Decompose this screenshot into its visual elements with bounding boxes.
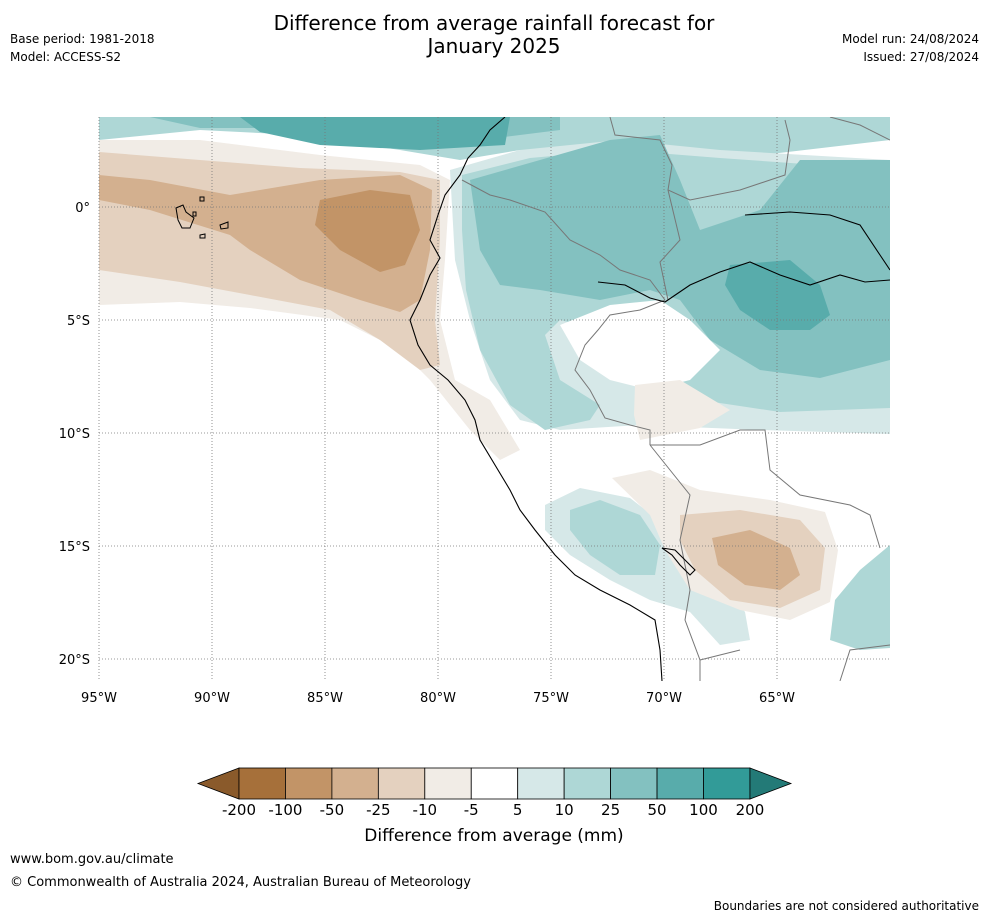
- title-line-1: Difference from average rainfall forecas…: [273, 11, 715, 35]
- dry-hole-central: [560, 300, 720, 390]
- island-santiago: [199, 196, 205, 202]
- colorbar-segment: [238, 767, 286, 800]
- colorbar-segment: [563, 767, 612, 800]
- border-colombia-peru-brazil: [659, 189, 681, 301]
- issued-date: Issued: 27/08/2024: [863, 50, 979, 64]
- colorbar: [196, 767, 793, 800]
- meta-left: Base period: 1981-2018 Model: ACCESS-S2: [10, 32, 155, 68]
- latitude-labels: 0° 5°S 10°S 15°S 20°S: [59, 201, 90, 668]
- lat-label: 20°S: [59, 653, 90, 668]
- river-negro: [744, 211, 890, 271]
- border-peru-bolivia: [649, 444, 691, 591]
- colorbar-tick-label: -5: [463, 801, 479, 819]
- lake-titicaca: [661, 547, 696, 576]
- border-colombia-venezuela: [609, 117, 791, 201]
- colorbar-segment: [470, 767, 519, 800]
- dry-south-25: [712, 530, 800, 590]
- lon-label: 65°W: [759, 691, 795, 706]
- lon-label: 75°W: [533, 691, 569, 706]
- lat-label: 15°S: [59, 540, 90, 555]
- country-borders: [461, 117, 890, 681]
- colorbar-segment: [703, 767, 751, 800]
- galapagos-islands: [175, 196, 229, 239]
- colorbar-tick-label: 25: [601, 801, 621, 819]
- colorbar-segment: [517, 767, 565, 800]
- colorbar-tick-label: 200: [735, 801, 765, 819]
- coastlines: [409, 117, 890, 681]
- base-period: Base period: 1981-2018: [10, 32, 155, 46]
- island-san-cristobal: [199, 233, 206, 239]
- colorbar-under-arrow: [196, 767, 240, 800]
- boundaries-disclaimer: Boundaries are not considered authoritat…: [713, 899, 979, 913]
- model-name: Model: ACCESS-S2: [10, 50, 122, 64]
- border-peru-brazil: [574, 299, 666, 445]
- border-bolivia-chile: [684, 589, 701, 681]
- model-run: Model run: 24/08/2024: [841, 32, 979, 46]
- colorbar-tick-label: -50: [319, 801, 345, 819]
- longitude-labels: 95°W 90°W 85°W 80°W 75°W 70°W 65°W: [81, 691, 795, 706]
- lat-label: 0°: [75, 201, 90, 216]
- border-bolivia-brazil: [650, 429, 881, 549]
- border-bolivia-argentina: [699, 649, 741, 661]
- colorbar-segment: [331, 767, 379, 800]
- coastline-pacific: [409, 117, 663, 681]
- lat-label: 10°S: [59, 427, 90, 442]
- dry-patch-central-5: [634, 380, 730, 440]
- colorbar-segment: [656, 767, 704, 800]
- lon-label: 70°W: [646, 691, 682, 706]
- lon-label: 80°W: [420, 691, 456, 706]
- meta-right: Model run: 24/08/2024 Issued: 27/08/2024: [842, 32, 979, 68]
- border-bolivia-paraguay: [839, 644, 890, 681]
- river-amazon: [597, 261, 890, 303]
- colorbar-segment: [285, 767, 333, 800]
- graticule: [98, 117, 890, 681]
- copyright-notice: © Commonwealth of Australia 2024, Austra…: [10, 875, 471, 890]
- island-santa-cruz: [219, 221, 229, 230]
- colorbar-tick-label: 100: [689, 801, 718, 819]
- map-title: Difference from average rainfall forecas…: [0, 12, 988, 58]
- island-isabela: [175, 204, 195, 229]
- wet-amazon-50: [725, 260, 830, 330]
- lon-label: 90°W: [194, 691, 230, 706]
- colorbar-tick-label: -10: [412, 801, 438, 819]
- colorbar-segment: [610, 767, 658, 800]
- colorbar-tick-label: 5: [512, 801, 523, 819]
- colorbar-segment: [424, 767, 472, 800]
- island-fernandina: [192, 211, 197, 217]
- colorbar-tick-label: -200: [221, 801, 257, 819]
- colorbar-tick-label: 50: [647, 801, 667, 819]
- title-line-2: January 2025: [427, 34, 561, 58]
- dry-west-50: [315, 190, 420, 272]
- anomaly-shading: [99, 117, 890, 650]
- website-url: www.bom.gov.au/climate: [10, 852, 174, 867]
- colorbar-segment: [377, 767, 426, 800]
- colorbar-tick-label: 10: [554, 801, 574, 819]
- colorbar-tick-label: -100: [268, 801, 303, 819]
- border-ecuador-peru: [461, 179, 666, 301]
- wet-southeast-10: [830, 545, 890, 650]
- colorbar-label: Difference from average (mm): [364, 826, 624, 846]
- lat-label: 5°S: [67, 314, 90, 329]
- colorbar-over-arrow: [749, 767, 793, 800]
- wet-south-10: [570, 500, 660, 575]
- colorbar-ticks: -200 -100 -50 -25 -10 -5 5 10 25 50 100 200: [0, 801, 988, 821]
- border-venezuela-guyana: [829, 117, 890, 141]
- wet-band-north-50: [240, 117, 510, 150]
- colorbar-tick-label: -25: [366, 801, 391, 819]
- lon-label: 85°W: [307, 691, 343, 706]
- lon-label: 95°W: [81, 691, 117, 706]
